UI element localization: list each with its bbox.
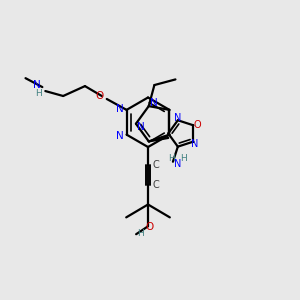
Text: O: O (145, 222, 153, 232)
Text: C: C (153, 160, 160, 170)
Text: N: N (150, 98, 158, 108)
Text: N: N (174, 113, 182, 123)
Text: N: N (174, 159, 182, 169)
Text: C: C (153, 180, 160, 190)
Text: O: O (95, 91, 104, 101)
Text: N: N (190, 139, 198, 148)
Text: O: O (194, 120, 201, 130)
Text: H: H (36, 88, 42, 98)
Text: H: H (169, 154, 175, 163)
Text: N: N (137, 122, 145, 132)
Text: H: H (137, 229, 143, 238)
Text: H: H (181, 154, 187, 163)
Text: N: N (116, 130, 124, 141)
Text: N: N (33, 80, 41, 90)
Text: N: N (116, 104, 124, 114)
